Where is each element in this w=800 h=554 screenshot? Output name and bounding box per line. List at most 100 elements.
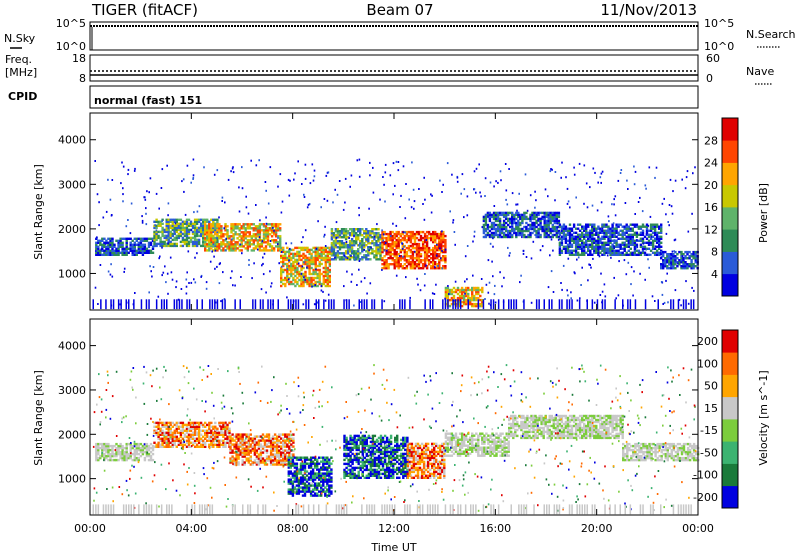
data-cell	[145, 239, 149, 242]
data-cell	[185, 423, 189, 427]
near-range-cell	[629, 299, 632, 310]
data-cell	[171, 222, 174, 225]
data-cell	[645, 225, 649, 228]
data-cell	[535, 221, 538, 225]
data-cell	[245, 441, 248, 444]
data-cell	[482, 217, 486, 221]
noise-cell	[430, 211, 433, 214]
noise-cell	[608, 220, 610, 223]
data-cell	[214, 247, 217, 250]
data-cell	[639, 245, 643, 248]
noise-cell	[667, 301, 669, 304]
data-cell	[204, 238, 207, 242]
noise-cell	[530, 257, 533, 260]
data-cell	[234, 245, 237, 248]
noise-cell	[410, 206, 413, 209]
data-cell	[421, 230, 425, 234]
data-cell	[375, 254, 378, 257]
data-cell	[187, 439, 191, 442]
data-cell	[286, 459, 289, 462]
y-tick-label: 1000	[58, 267, 86, 280]
data-cell	[179, 232, 183, 236]
data-cell	[249, 439, 252, 442]
data-cell	[179, 234, 183, 238]
data-cell	[212, 237, 215, 240]
data-cell	[115, 446, 118, 450]
data-cell	[137, 249, 140, 252]
data-cell	[537, 211, 540, 215]
noise-cell	[386, 249, 388, 252]
data-cell	[613, 233, 616, 236]
noise-cell	[332, 201, 334, 204]
noise-cell	[565, 176, 567, 179]
data-cell	[220, 237, 223, 240]
data-cell	[511, 219, 514, 223]
data-cell	[411, 253, 415, 256]
data-cell	[627, 243, 630, 246]
data-cell	[163, 230, 166, 234]
data-cell	[292, 282, 295, 286]
noise-cell	[121, 161, 123, 164]
data-cell	[355, 242, 358, 245]
noise-cell	[494, 301, 497, 304]
data-cell	[292, 441, 295, 444]
data-cell	[99, 442, 102, 446]
near-range-cell	[566, 299, 568, 310]
near-range-cell	[348, 299, 350, 310]
data-cell	[387, 250, 390, 254]
data-cell	[523, 225, 526, 229]
data-cell	[183, 234, 187, 238]
data-cell	[173, 224, 176, 227]
data-cell	[202, 439, 205, 442]
data-cell	[277, 223, 280, 226]
data-cell	[326, 272, 329, 276]
data-cell	[361, 242, 364, 245]
data-cell	[256, 243, 260, 246]
data-cell	[208, 233, 211, 236]
data-cell	[641, 229, 645, 232]
data-cell	[277, 225, 280, 228]
data-cell	[641, 239, 645, 242]
data-cell	[133, 442, 136, 446]
data-cell	[95, 245, 98, 248]
data-cell	[216, 437, 219, 440]
data-cell	[660, 253, 663, 256]
data-cell	[257, 461, 261, 464]
data-cell	[444, 267, 447, 270]
data-cell	[686, 265, 689, 268]
data-cell	[255, 441, 259, 444]
data-cell	[576, 241, 580, 244]
data-cell	[195, 238, 199, 242]
data-cell	[324, 260, 327, 264]
data-cell	[137, 452, 140, 456]
data-cell	[109, 448, 112, 452]
data-cell	[475, 298, 478, 302]
data-cell	[397, 240, 400, 244]
data-cell	[529, 235, 532, 239]
data-cell	[537, 231, 540, 235]
noise-cell	[369, 174, 371, 177]
data-cell	[668, 261, 671, 264]
data-cell	[259, 453, 263, 456]
data-cell	[545, 231, 548, 235]
data-cell	[521, 217, 524, 221]
data-cell	[149, 456, 153, 460]
data-cell	[277, 249, 280, 252]
data-cell	[629, 243, 632, 246]
data-cell	[547, 215, 550, 219]
data-cell	[125, 249, 128, 252]
data-cell	[609, 239, 612, 242]
data-cell	[294, 268, 297, 272]
data-cell	[570, 237, 574, 240]
data-cell	[605, 249, 608, 252]
data-cell	[262, 223, 266, 226]
data-cell	[214, 239, 217, 242]
data-cell	[161, 218, 164, 221]
data-cell	[244, 227, 247, 230]
noise-cell	[323, 198, 326, 200]
data-cell	[425, 234, 429, 238]
data-cell	[519, 231, 522, 235]
data-cell	[694, 250, 697, 254]
data-cell	[247, 451, 250, 454]
data-cell	[226, 225, 229, 228]
